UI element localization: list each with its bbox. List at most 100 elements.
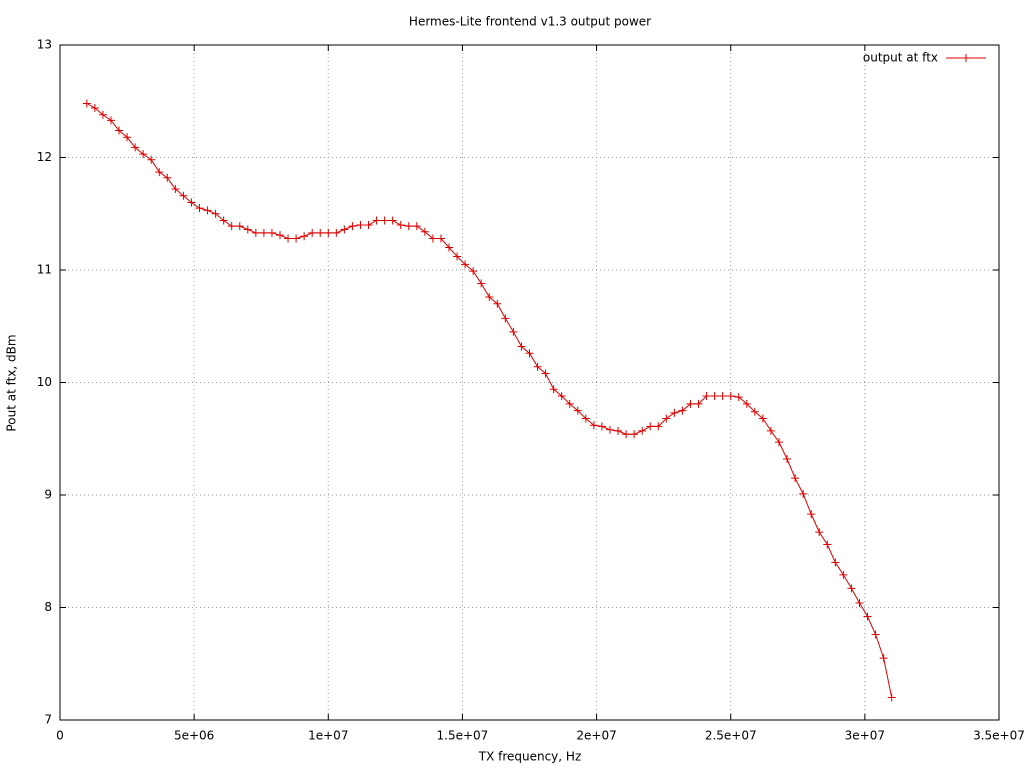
point-marker xyxy=(847,584,856,593)
point-marker xyxy=(614,426,623,435)
point-marker xyxy=(388,216,397,225)
x-tick-label: 3.5e+07 xyxy=(973,729,1024,743)
point-marker xyxy=(573,406,582,415)
point-marker xyxy=(807,510,816,519)
y-tick-label: 11 xyxy=(37,263,52,277)
point-marker xyxy=(98,110,107,119)
y-tick-label: 12 xyxy=(37,150,52,164)
point-marker xyxy=(123,133,132,142)
point-marker xyxy=(646,422,655,431)
point-marker xyxy=(694,399,703,408)
point-marker xyxy=(525,349,534,358)
point-marker xyxy=(726,392,735,400)
point-marker xyxy=(477,279,486,288)
point-marker xyxy=(549,385,558,394)
point-marker xyxy=(267,228,276,237)
point-marker xyxy=(420,227,429,236)
point-marker xyxy=(147,155,156,164)
x-tick-label: 1e+07 xyxy=(308,729,348,743)
point-marker xyxy=(581,414,590,423)
x-tick-label: 2e+07 xyxy=(576,729,616,743)
point-marker xyxy=(710,392,719,400)
x-axis-label: TX frequency, Hz xyxy=(478,750,582,764)
point-marker xyxy=(501,314,510,323)
legend-marker xyxy=(962,54,970,62)
point-marker xyxy=(783,455,792,463)
y-tick-label: 10 xyxy=(37,375,52,389)
point-marker xyxy=(163,173,172,182)
point-marker xyxy=(662,414,671,423)
point-marker xyxy=(493,299,502,308)
x-tick-label: 0 xyxy=(56,729,64,743)
point-marker xyxy=(155,168,164,177)
point-marker xyxy=(235,222,244,231)
point-marker xyxy=(461,260,470,269)
point-marker xyxy=(758,414,767,423)
point-marker xyxy=(251,228,260,237)
point-marker xyxy=(404,222,413,231)
plot-frame xyxy=(59,44,1000,721)
point-marker xyxy=(82,99,91,108)
point-marker xyxy=(227,222,236,231)
y-axis-label: Pout at ftx, dBm xyxy=(5,334,19,431)
point-marker xyxy=(815,528,824,537)
point-marker xyxy=(879,654,888,663)
point-marker xyxy=(115,126,124,135)
point-marker xyxy=(734,393,743,402)
point-marker xyxy=(316,228,325,237)
point-marker xyxy=(605,425,614,434)
point-marker xyxy=(243,225,252,234)
point-marker xyxy=(300,232,309,241)
point-marker xyxy=(678,406,687,415)
y-tick-label: 9 xyxy=(44,488,52,502)
point-marker xyxy=(469,267,478,276)
point-marker xyxy=(485,293,494,301)
y-tick-label: 7 xyxy=(44,713,52,727)
point-marker xyxy=(219,216,228,225)
chart-title: Hermes-Lite frontend v1.3 output power xyxy=(409,15,651,29)
point-marker xyxy=(380,216,389,225)
point-marker xyxy=(139,150,148,159)
point-marker xyxy=(396,221,405,229)
point-marker xyxy=(106,116,115,125)
point-marker xyxy=(509,327,518,336)
point-marker xyxy=(356,221,365,229)
point-marker xyxy=(799,489,808,498)
y-tick-label: 13 xyxy=(37,38,52,52)
point-marker xyxy=(823,540,832,549)
point-marker xyxy=(436,234,445,243)
point-marker xyxy=(630,430,639,439)
point-marker xyxy=(308,228,317,237)
point-marker xyxy=(775,438,784,447)
point-marker xyxy=(597,422,606,431)
point-marker xyxy=(871,630,880,639)
x-tick-label: 2.5e+07 xyxy=(705,729,757,743)
point-marker xyxy=(195,204,204,213)
point-marker xyxy=(412,222,421,231)
point-marker xyxy=(702,392,711,400)
point-marker xyxy=(589,421,598,430)
point-marker xyxy=(324,228,333,237)
point-marker xyxy=(292,234,301,243)
point-marker xyxy=(791,474,800,483)
legend-label: output at ftx xyxy=(863,51,938,65)
point-marker xyxy=(428,234,437,243)
point-marker xyxy=(517,342,526,351)
point-marker xyxy=(766,426,775,435)
point-marker xyxy=(670,408,679,417)
point-marker xyxy=(340,225,349,234)
point-marker xyxy=(887,693,896,702)
point-marker xyxy=(259,228,268,237)
point-marker xyxy=(284,234,293,243)
point-marker xyxy=(171,185,180,193)
point-marker xyxy=(831,558,840,567)
point-marker xyxy=(855,599,864,607)
point-marker xyxy=(275,231,284,240)
point-marker xyxy=(533,362,542,371)
point-marker xyxy=(541,369,550,378)
point-marker xyxy=(364,221,373,229)
point-marker xyxy=(211,209,220,218)
point-marker xyxy=(90,104,99,112)
